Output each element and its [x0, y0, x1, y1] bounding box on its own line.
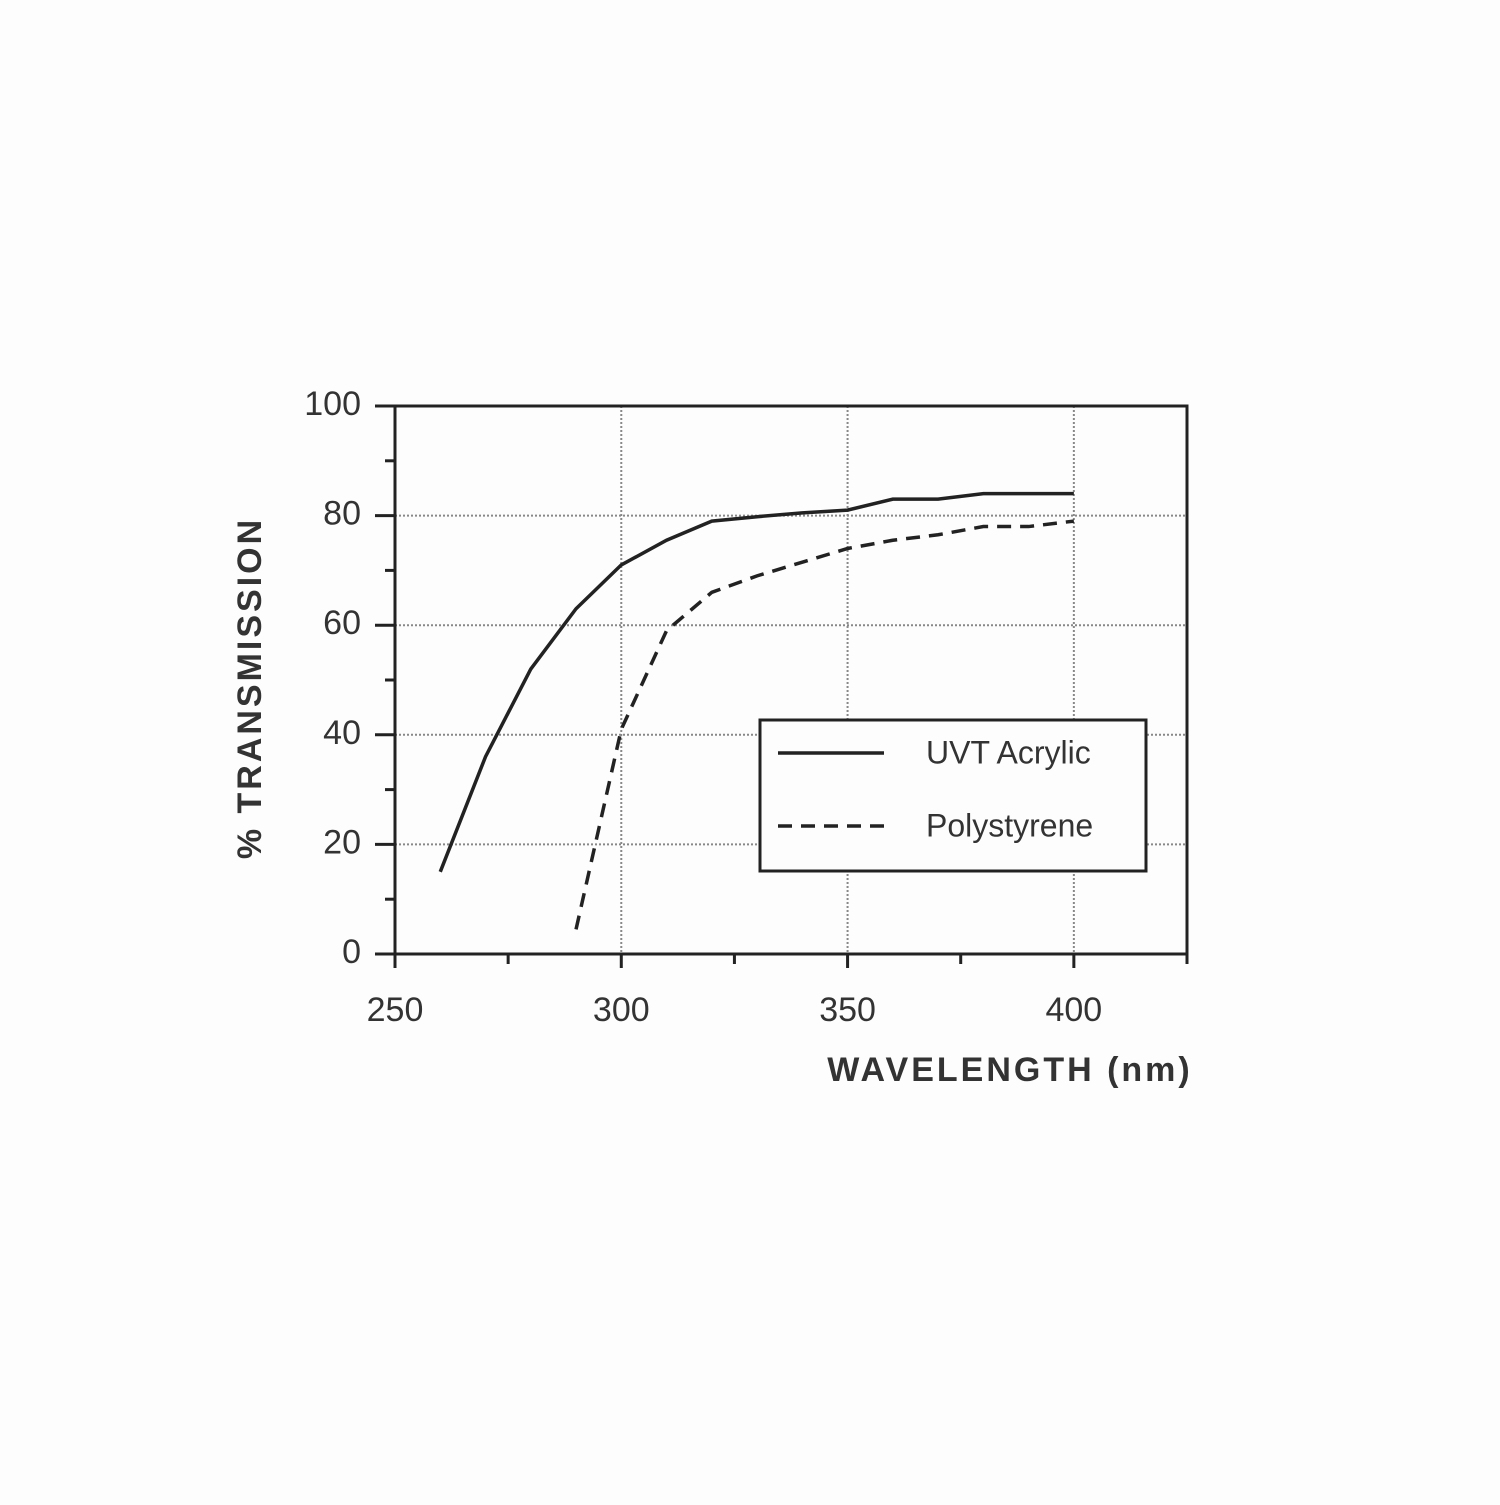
- y-axis-title: % TRANSMISSION: [231, 517, 269, 859]
- legend-label: UVT Acrylic: [926, 734, 1091, 770]
- data-line: [438, 491, 1074, 873]
- y-tick-label: 80: [323, 495, 361, 533]
- legend-box: [758, 718, 1148, 873]
- y-tick-label: 40: [323, 714, 361, 752]
- data-line: [574, 519, 1075, 930]
- y-tick-label: 0: [342, 933, 361, 971]
- x-tick-label: 250: [367, 991, 424, 1029]
- y-tick-label: 60: [323, 604, 361, 642]
- x-tick-label: 350: [819, 991, 876, 1029]
- y-tick-label: 20: [323, 823, 361, 861]
- legend-label: Polystyrene: [926, 807, 1093, 843]
- x-axis-title: WAVELENGTH (nm): [827, 1051, 1192, 1089]
- x-tick-label: 400: [1045, 991, 1102, 1029]
- y-tick-label: 100: [304, 385, 361, 423]
- x-tick-label: 300: [593, 991, 650, 1029]
